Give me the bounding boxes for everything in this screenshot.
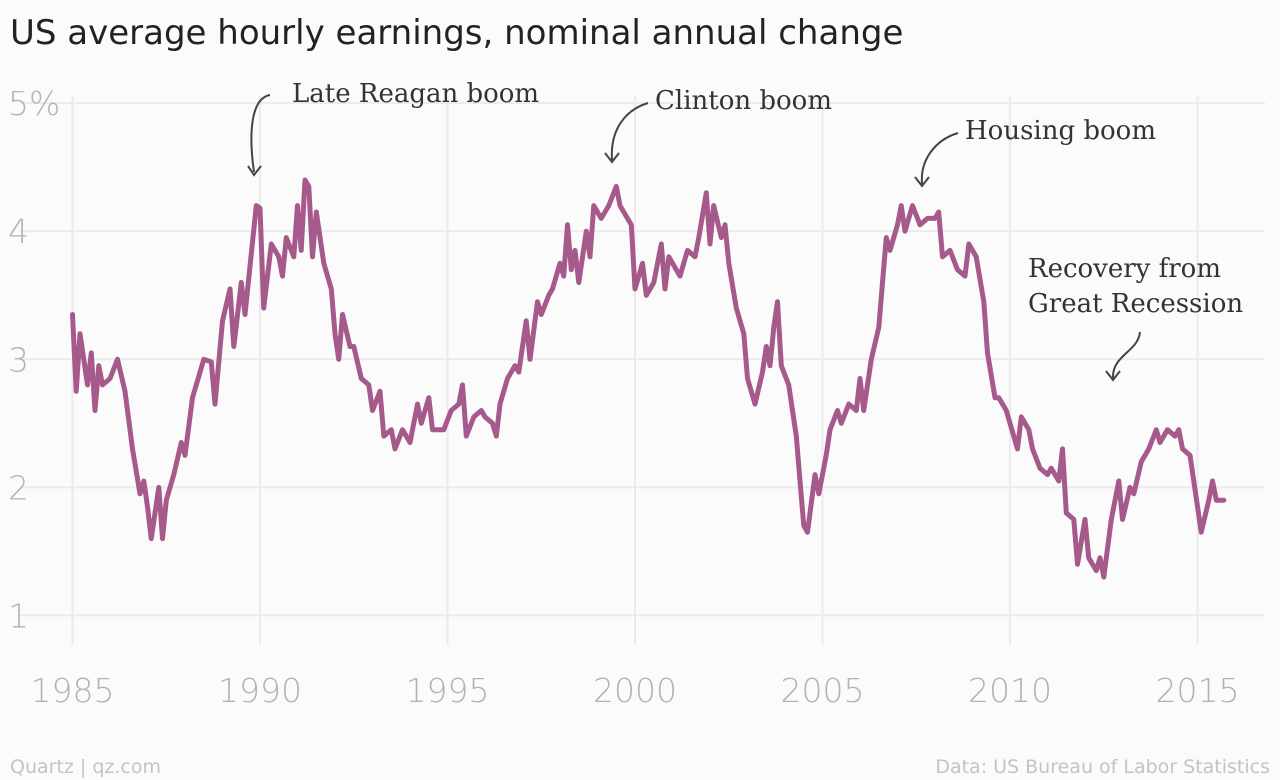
annotation: Great Recession: [1028, 289, 1243, 319]
annotation: Late Reagan boom: [292, 79, 539, 109]
arrow: [250, 94, 271, 173]
y-tick-label: 1: [8, 596, 29, 635]
source: Quartz | qz.com: [10, 756, 161, 778]
x-tick-label: 1990: [218, 671, 302, 710]
y-tick-label: 3: [8, 340, 29, 379]
chart-title: US average hourly earnings, nominal annu…: [10, 13, 903, 53]
x-tick-label: 2015: [1156, 671, 1240, 710]
arrow: [610, 102, 649, 161]
x-tick-label: 2000: [593, 671, 677, 710]
y-tick-label: 5%: [8, 84, 60, 123]
annotation: Clinton boom: [655, 86, 832, 116]
x-tick-label: 2010: [968, 671, 1052, 710]
y-tick-label: 4: [8, 212, 29, 251]
arrow-head: [604, 152, 620, 164]
arrow: [1111, 331, 1141, 379]
annotation: Recovery from: [1028, 254, 1221, 284]
annotation: Housing boom: [965, 116, 1156, 146]
x-tick-label: 1995: [406, 671, 490, 710]
plot: [70, 177, 1227, 580]
x-tick-label: 2005: [781, 671, 865, 710]
x-tick-label: 1985: [31, 671, 115, 710]
arrow-head: [247, 165, 262, 177]
source: Data: US Bureau of Labor Statistics: [935, 756, 1270, 778]
arrow: [920, 132, 959, 185]
y-tick-label: 2: [8, 468, 29, 507]
arrow-head: [914, 176, 930, 188]
arrow-head: [1105, 370, 1121, 382]
line: [70, 177, 1227, 580]
